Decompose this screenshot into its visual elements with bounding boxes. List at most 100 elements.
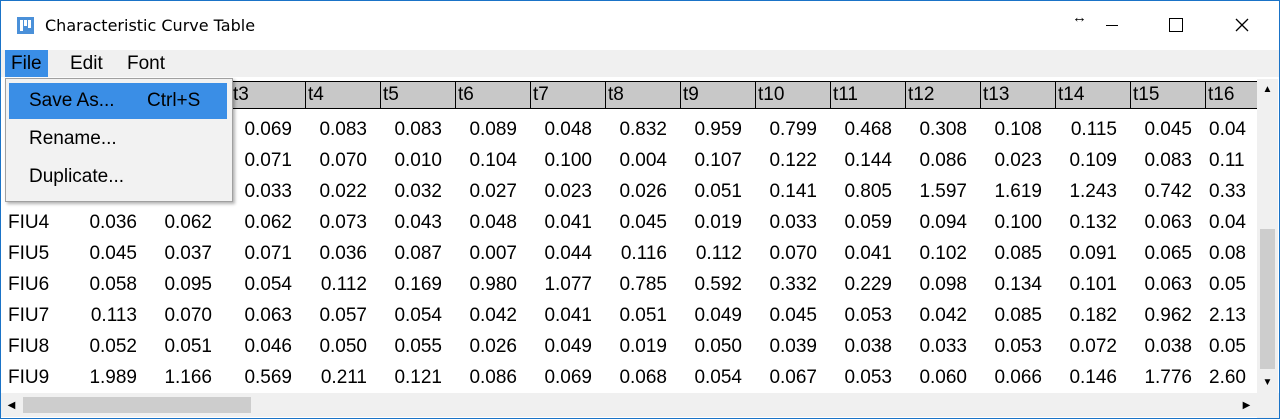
table-cell[interactable]: 1.619 [994, 181, 1042, 202]
table-cell[interactable]: 1.166 [164, 367, 212, 388]
scroll-down-icon[interactable]: ▼ [1262, 377, 1273, 388]
table-cell[interactable]: 0.33 [1209, 181, 1246, 202]
table-cell[interactable]: 0.083 [1144, 150, 1192, 171]
table-cell[interactable]: 0.109 [1069, 150, 1117, 171]
column-header[interactable]: t4 [305, 81, 380, 109]
table-cell[interactable]: 0.962 [1144, 305, 1192, 326]
column-header[interactable]: t8 [605, 81, 680, 109]
table-cell[interactable]: 0.144 [844, 150, 892, 171]
table-cell[interactable]: 0.799 [769, 119, 817, 140]
table-cell[interactable]: 0.980 [469, 274, 517, 295]
table-cell[interactable]: 0.048 [469, 212, 517, 233]
table-cell[interactable]: 1.597 [919, 181, 967, 202]
table-cell[interactable]: 0.046 [244, 336, 292, 357]
table-cell[interactable]: 0.805 [844, 181, 892, 202]
table-cell[interactable]: 0.026 [469, 336, 517, 357]
table-cell[interactable]: 0.116 [620, 243, 667, 264]
close-button[interactable] [1219, 1, 1265, 49]
table-cell[interactable]: 0.095 [164, 274, 212, 295]
table-cell[interactable]: 0.042 [469, 305, 517, 326]
table-cell[interactable]: 0.083 [394, 119, 442, 140]
column-header[interactable]: t11 [830, 81, 905, 109]
table-cell[interactable]: 0.122 [769, 150, 817, 171]
table-cell[interactable]: 0.036 [89, 212, 137, 233]
table-cell[interactable]: 0.112 [320, 274, 367, 295]
menu-file[interactable]: File [5, 50, 48, 77]
table-cell[interactable]: 0.055 [394, 336, 442, 357]
table-cell[interactable]: 0.045 [89, 243, 137, 264]
table-cell[interactable]: 0.211 [320, 367, 367, 388]
table-cell[interactable]: 0.04 [1209, 212, 1246, 233]
table-cell[interactable]: 0.022 [319, 181, 367, 202]
table-cell[interactable]: 0.134 [994, 274, 1042, 295]
table-cell[interactable]: 0.048 [544, 119, 592, 140]
table-cell[interactable]: 0.044 [544, 243, 592, 264]
table-cell[interactable]: 0.054 [244, 274, 292, 295]
table-cell[interactable]: 0.086 [469, 367, 517, 388]
table-cell[interactable]: 0.067 [769, 367, 817, 388]
table-cell[interactable]: 0.043 [394, 212, 442, 233]
table-cell[interactable]: 0.100 [544, 150, 592, 171]
table-cell[interactable]: 0.069 [544, 367, 592, 388]
table-cell[interactable]: 0.091 [1069, 243, 1117, 264]
table-cell[interactable]: 0.019 [619, 336, 667, 357]
scroll-left-icon[interactable]: ◀ [7, 399, 16, 411]
table-cell[interactable]: 0.060 [919, 367, 967, 388]
table-cell[interactable]: 0.037 [164, 243, 212, 264]
title-bar[interactable]: Characteristic Curve Table ↔ [1, 1, 1279, 49]
table-cell[interactable]: 1.776 [1144, 367, 1192, 388]
table-cell[interactable]: 0.051 [694, 181, 742, 202]
table-cell[interactable]: 0.062 [164, 212, 212, 233]
table-cell[interactable]: 0.086 [919, 150, 967, 171]
table-cell[interactable]: 0.010 [394, 150, 442, 171]
table-cell[interactable]: 0.038 [844, 336, 892, 357]
table-cell[interactable]: 0.085 [994, 243, 1042, 264]
table-cell[interactable]: 0.051 [619, 305, 667, 326]
minimize-button[interactable] [1089, 1, 1135, 49]
table-cell[interactable]: 0.049 [544, 336, 592, 357]
table-cell[interactable]: 0.027 [469, 181, 517, 202]
column-header[interactable]: t16 [1205, 81, 1257, 109]
table-cell[interactable]: 0.071 [244, 150, 292, 171]
table-cell[interactable]: 0.023 [994, 150, 1042, 171]
horizontal-scroll-thumb[interactable] [23, 397, 251, 413]
table-cell[interactable]: 0.058 [89, 274, 137, 295]
table-cell[interactable]: 0.072 [1069, 336, 1117, 357]
duplicate-menu-item[interactable]: Duplicate... [9, 159, 227, 195]
table-cell[interactable]: 0.070 [769, 243, 817, 264]
table-cell[interactable]: 1.243 [1069, 181, 1117, 202]
table-cell[interactable]: 0.05 [1209, 274, 1246, 295]
table-cell[interactable]: 0.032 [394, 181, 442, 202]
table-cell[interactable]: 0.112 [695, 243, 742, 264]
column-header[interactable]: t14 [1055, 81, 1130, 109]
table-cell[interactable]: 0.085 [994, 305, 1042, 326]
vertical-scroll-thumb[interactable] [1260, 229, 1275, 369]
column-header[interactable]: t6 [455, 81, 530, 109]
table-cell[interactable]: 0.146 [1069, 367, 1117, 388]
horizontal-scrollbar[interactable]: ◀ ▶ [1, 393, 1257, 417]
menu-font[interactable]: Font [127, 53, 166, 74]
table-cell[interactable]: 0.007 [469, 243, 517, 264]
table-cell[interactable]: 0.065 [1144, 243, 1192, 264]
table-cell[interactable]: 0.11 [1209, 150, 1245, 171]
column-header[interactable]: t7 [530, 81, 605, 109]
rename-menu-item[interactable]: Rename... [9, 121, 227, 157]
table-cell[interactable]: 2.60 [1209, 367, 1246, 388]
table-cell[interactable]: 0.041 [544, 212, 592, 233]
table-cell[interactable]: 0.036 [319, 243, 367, 264]
table-cell[interactable]: 0.113 [90, 305, 137, 326]
table-cell[interactable]: 0.094 [919, 212, 967, 233]
table-cell[interactable]: 0.182 [1069, 305, 1117, 326]
table-cell[interactable]: 0.042 [919, 305, 967, 326]
table-cell[interactable]: 0.054 [394, 305, 442, 326]
table-cell[interactable]: 0.038 [1144, 336, 1192, 357]
table-cell[interactable]: 0.569 [244, 367, 292, 388]
column-header[interactable]: t13 [980, 81, 1055, 109]
table-cell[interactable]: 0.054 [694, 367, 742, 388]
scroll-up-icon[interactable]: ▲ [1262, 84, 1273, 95]
table-cell[interactable]: 0.023 [544, 181, 592, 202]
table-cell[interactable]: 0.083 [319, 119, 367, 140]
table-cell[interactable]: 0.070 [319, 150, 367, 171]
table-cell[interactable]: 1.989 [89, 367, 137, 388]
table-cell[interactable]: 0.070 [164, 305, 212, 326]
